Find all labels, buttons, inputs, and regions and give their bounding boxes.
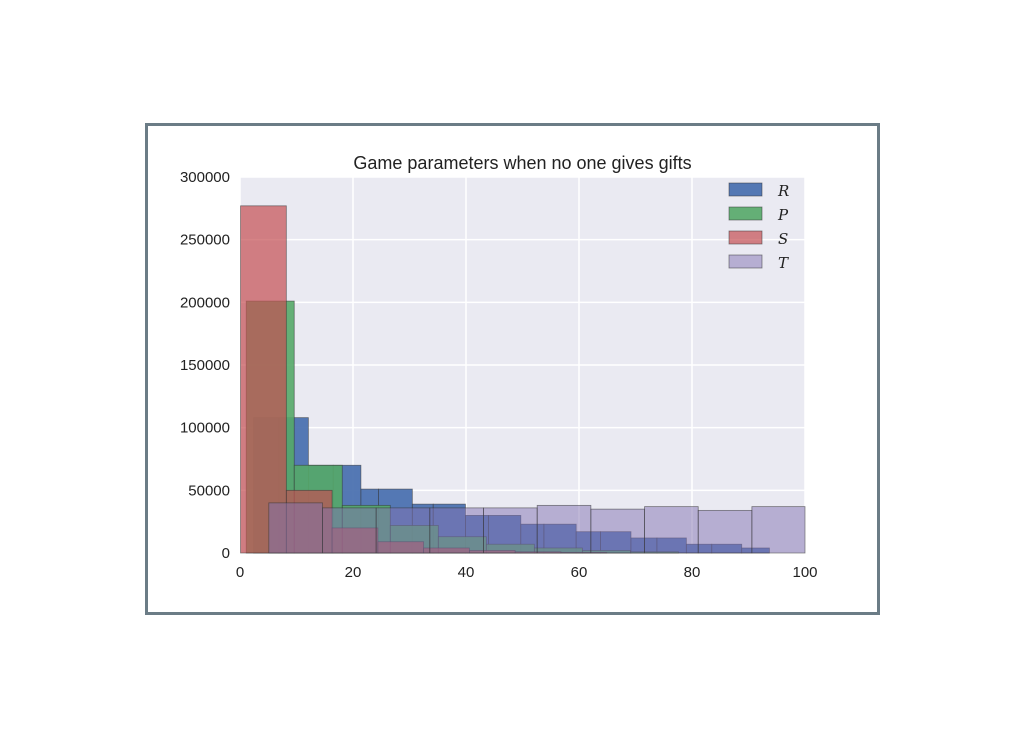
bar-S [240, 205, 287, 554]
x-tick-label: 0 [236, 564, 244, 581]
legend-swatch-P [728, 206, 763, 221]
bar-T [590, 508, 645, 554]
x-tick-label: 40 [458, 564, 475, 581]
bar-T [697, 509, 753, 554]
y-tick-label: 50000 [188, 482, 230, 499]
legend-label-R: R [777, 182, 789, 200]
bar-T [751, 506, 806, 554]
histogram-chart: 0 50000 100000 150000 200000 250000 300000 0 20… [180, 153, 818, 581]
series-T-bars [268, 502, 806, 554]
bar-T [268, 502, 323, 554]
bar-T [429, 507, 484, 554]
legend-swatch-T [728, 254, 763, 269]
legend-label-T: T [778, 254, 789, 272]
x-tick-label: 60 [571, 564, 588, 581]
bar-T [483, 507, 538, 554]
legend-label-P: P [777, 206, 789, 224]
bars [240, 205, 806, 554]
y-tick-label: 150000 [180, 357, 230, 374]
y-tick-label: 250000 [180, 232, 230, 249]
y-axis-ticks: 0 50000 100000 150000 200000 250000 300000 [180, 169, 230, 562]
legend-swatch-R [728, 182, 763, 197]
bar-T [536, 504, 592, 554]
chart-title: Game parameters when no one gives gifts [353, 153, 691, 173]
x-tick-label: 80 [684, 564, 701, 581]
chart-frame: 0 50000 100000 150000 200000 250000 300000 0 20… [145, 123, 880, 615]
legend-label-S: S [778, 230, 788, 248]
legend-swatch-S [728, 230, 763, 245]
bar-T [375, 507, 431, 554]
x-tick-label: 20 [345, 564, 362, 581]
y-tick-label: 200000 [180, 294, 230, 311]
y-tick-label: 100000 [180, 420, 230, 437]
bar-T [644, 506, 699, 554]
y-tick-label: 300000 [180, 169, 230, 186]
y-tick-label: 0 [222, 545, 230, 562]
bar-T [322, 507, 377, 554]
x-tick-label: 100 [792, 564, 817, 581]
x-axis-ticks: 0 20 40 60 80 100 [236, 564, 818, 581]
